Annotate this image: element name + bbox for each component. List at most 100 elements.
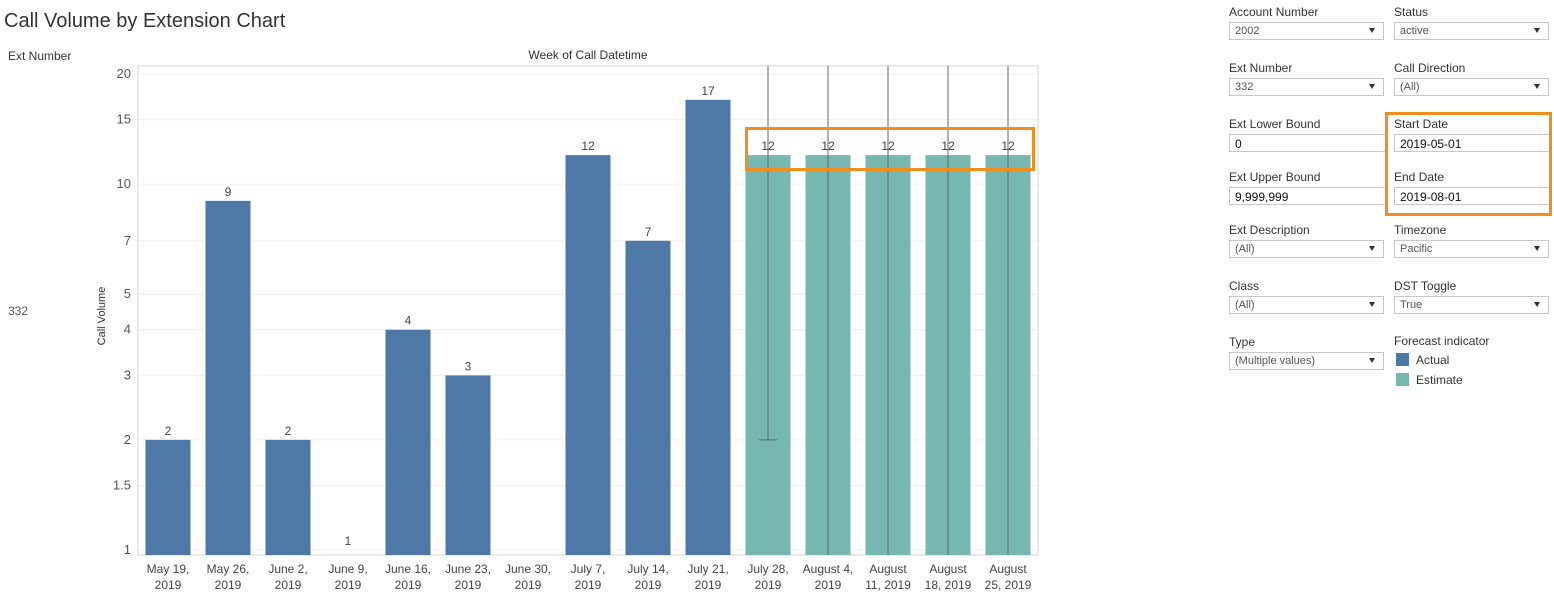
x-tick-label: August 4, [803,562,854,576]
y-tick-label: 15 [117,112,131,127]
filter-label: Ext Upper Bound [1229,170,1321,184]
x-tick-label: 25, 2019 [985,578,1032,592]
x-tick-label: 2019 [155,578,182,592]
filter-value: 0 [1235,137,1242,151]
filter-input[interactable]: 0 [1229,134,1386,152]
filter-label: Start Date [1394,117,1449,131]
dropdown-arrow-icon [1534,302,1540,307]
data-label: 2 [165,424,172,438]
x-tick-label: 11, 2019 [865,578,911,592]
row-header: Ext Number [8,49,72,63]
dropdown-arrow-icon [1534,84,1540,89]
x-tick-label: 2019 [335,578,362,592]
filter-label: DST Toggle [1394,279,1457,293]
x-tick-label: 2019 [515,578,542,592]
data-label: 9 [225,185,232,199]
filter-dropdown[interactable]: (All) [1229,296,1384,314]
filter-dropdown[interactable]: True [1394,296,1549,314]
x-tick-label: June 30, [505,562,551,576]
bar [625,240,671,555]
filter-label: Call Direction [1394,61,1466,75]
filter-label: Class [1229,279,1260,293]
y-tick-label: 3 [124,367,131,382]
x-tick-label: July 21, [687,562,728,576]
data-label: 12 [581,139,595,153]
dropdown-arrow-icon [1369,28,1375,33]
x-tick-label: 2019 [275,578,302,592]
data-label: 7 [645,225,652,239]
data-label: 17 [701,84,715,98]
x-tick-label: 2019 [755,578,782,592]
estimate-swatch [1396,373,1409,386]
x-tick-label: 2019 [215,578,242,592]
x-tick-label: August [929,562,967,576]
bar [445,375,491,555]
data-label: 2 [285,424,292,438]
legend-label: Actual [1416,353,1450,367]
x-tick-label: June 2, [268,562,307,576]
filter-label: Ext Lower Bound [1229,117,1321,131]
x-tick-label: July 14, [627,562,668,576]
filter-label: End Date [1394,170,1445,184]
bar [385,329,431,555]
legend-label: Estimate [1416,373,1463,387]
x-tick-label: 18, 2019 [925,578,972,592]
bar [265,439,311,555]
filter-value: Pacific [1400,243,1433,255]
filter-value: (Multiple values) [1235,355,1316,367]
data-label: 3 [465,359,472,373]
x-tick-label: May 19, [147,562,190,576]
y-tick-label: 7 [124,233,131,248]
filter-label: Ext Number [1229,61,1293,75]
dropdown-arrow-icon [1369,84,1375,89]
bar [145,439,191,555]
filter-value: True [1400,299,1423,311]
x-tick-label: June 16, [385,562,431,576]
legend-item-estimate[interactable]: Estimate [1396,373,1463,387]
filter-value: (All) [1400,81,1420,93]
data-label: 4 [405,314,412,328]
filter-value: (All) [1235,243,1255,255]
y-tick-label: 4 [124,322,131,337]
legend-title: Forecast indicator [1394,334,1490,348]
filter-value: 332 [1235,81,1254,93]
bar [205,200,251,556]
x-tick-label: 2019 [635,578,662,592]
x-tick-label: July 28, [747,562,788,576]
filter-dropdown[interactable]: Pacific [1394,240,1549,258]
filter-dropdown[interactable]: (All) [1229,240,1384,258]
legend-item-actual[interactable]: Actual [1396,353,1449,367]
y-tick-label: 10 [117,176,131,191]
filter-value: 2019-08-01 [1400,190,1462,204]
filter-value: 9,999,999 [1235,190,1289,204]
y-tick-label: 5 [124,286,131,301]
filter-label: Timezone [1394,223,1447,237]
filter-label: Type [1229,335,1256,349]
filter-dropdown[interactable]: (Multiple values) [1229,352,1384,370]
bar-chart: 1 1.5 2 3 4 5 7 10 15 20 2 May 19, 2019 9 May 26, 2019 2… [113,65,1039,592]
filter-dropdown[interactable]: 2002 [1229,22,1384,40]
filter-value: (All) [1235,299,1255,311]
x-tick-label: August [869,562,907,576]
x-tick-label: 2019 [815,578,842,592]
filter-dropdown[interactable]: (All) [1394,78,1549,96]
dropdown-arrow-icon [1369,246,1375,251]
filter-label: Account Number [1229,5,1319,19]
x-tick-label: May 26, [207,562,250,576]
date-highlight-box [1385,112,1552,216]
forecast-highlight-box [745,127,1035,171]
x-tick-label: 2019 [575,578,602,592]
filter-value: 2002 [1235,25,1260,37]
x-tick-label: August [989,562,1027,576]
data-label: 1 [345,534,352,548]
x-tick-label: 2019 [395,578,422,592]
filter-dropdown[interactable]: active [1394,22,1549,40]
filter-input[interactable]: 9,999,999 [1229,187,1386,205]
y-tick-label: 2 [124,432,131,447]
page-title: Call Volume by Extension Chart [4,10,286,32]
y-tick-label: 1.5 [113,478,131,493]
filter-dropdown[interactable]: 332 [1229,78,1384,96]
filter-label: Status [1394,5,1429,19]
dropdown-arrow-icon [1369,302,1375,307]
x-tick-label: 2019 [455,578,482,592]
